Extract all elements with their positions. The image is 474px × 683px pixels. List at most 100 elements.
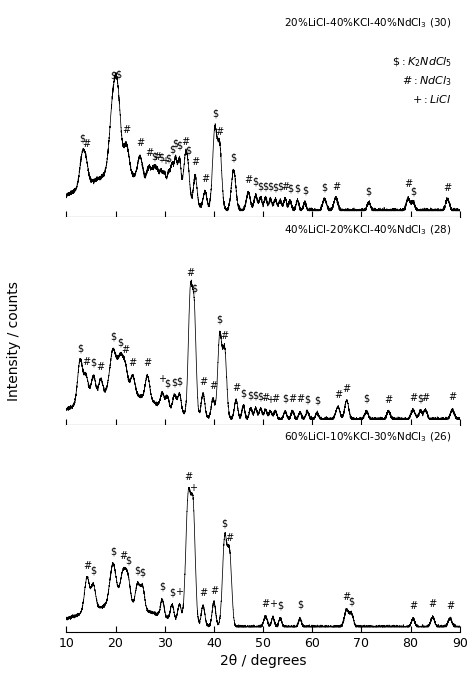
Text: #: # [409, 601, 417, 611]
Text: #: # [289, 394, 297, 404]
Text: $: $ [230, 153, 237, 163]
Text: #: # [343, 385, 351, 394]
Text: $: $ [217, 314, 223, 324]
Text: #: # [82, 139, 90, 149]
Text: $: $ [272, 183, 278, 193]
Text: #: # [182, 137, 190, 147]
Text: $: $ [77, 343, 83, 353]
Text: #: # [244, 175, 252, 185]
Text: $: $ [125, 555, 131, 566]
Text: #: # [199, 587, 207, 598]
Text: #: # [421, 393, 429, 402]
Text: #: # [443, 183, 452, 193]
Text: #: # [271, 394, 280, 404]
Text: $: $ [253, 176, 259, 186]
Text: $: $ [304, 395, 310, 404]
Text: $: $ [173, 139, 179, 148]
Text: $: $ [282, 393, 288, 404]
Text: $: $ [158, 152, 164, 163]
Text: #: # [262, 393, 270, 403]
Text: $: $ [410, 186, 416, 196]
Text: #: # [97, 362, 105, 372]
Text: +: + [175, 587, 183, 597]
Text: #: # [82, 357, 90, 367]
Text: $: $ [267, 182, 273, 191]
Text: #: # [226, 533, 234, 543]
Text: #: # [446, 601, 454, 611]
Text: #: # [384, 395, 392, 405]
Text: $: $ [115, 70, 121, 80]
Text: $: $ [257, 391, 264, 402]
Text: $: $ [169, 145, 175, 155]
Text: $: $ [172, 378, 178, 388]
Text: #: # [281, 182, 289, 193]
Text: #: # [209, 381, 217, 391]
Text: #: # [119, 551, 127, 561]
Text: #: # [191, 157, 199, 167]
Text: #: # [199, 377, 207, 387]
Text: $: $ [176, 377, 182, 387]
Text: $: $ [348, 596, 355, 607]
Text: +: + [158, 374, 166, 385]
Text: $: $ [79, 134, 85, 144]
Text: #: # [122, 125, 130, 135]
Text: $: $ [248, 391, 254, 401]
Text: #: # [136, 138, 144, 148]
Text: #: # [409, 393, 417, 404]
Text: $: $ [212, 108, 218, 118]
Text: $: $ [139, 568, 146, 578]
Text: $: $ [222, 519, 228, 529]
Text: $: $ [257, 182, 264, 191]
X-axis label: 2θ / degrees: 2θ / degrees [220, 654, 306, 668]
Text: $: $ [165, 154, 172, 164]
Text: #: # [296, 394, 304, 404]
Text: $: $ [314, 395, 320, 406]
Text: $: $ [297, 600, 303, 610]
Text: #: # [221, 331, 229, 341]
Text: $: $ [263, 182, 269, 192]
Text: $: $ [185, 145, 191, 155]
Text: #: # [428, 598, 437, 609]
Text: $: $ [366, 186, 372, 196]
Text: #: # [448, 391, 456, 402]
Text: $: $ [253, 391, 259, 401]
Text: $: $ [321, 182, 328, 193]
Text: #: # [262, 600, 270, 609]
Text: $\$: K_2NdCl_5$
$\#: NdCl_3$
$+: LiCl$: $\$: K_2NdCl_5$ $\#: NdCl_3$ $+: LiCl$ [392, 56, 452, 105]
Text: $: $ [151, 152, 157, 161]
Text: +: + [189, 483, 197, 493]
Text: $: $ [159, 582, 165, 592]
Text: #: # [210, 586, 218, 596]
Text: $: $ [110, 331, 116, 342]
Text: #: # [332, 182, 340, 192]
Text: $: $ [277, 600, 283, 610]
Text: Intensity / counts: Intensity / counts [7, 281, 21, 402]
Text: $: $ [110, 70, 116, 81]
Text: #: # [334, 389, 342, 400]
Text: $: $ [91, 566, 97, 575]
Text: $: $ [110, 547, 116, 557]
Text: #: # [201, 173, 209, 184]
Text: #: # [144, 358, 152, 368]
Text: $: $ [294, 184, 301, 194]
Text: #: # [145, 148, 153, 158]
Text: #: # [128, 358, 137, 368]
Text: +: + [161, 156, 169, 167]
Text: $: $ [135, 566, 141, 576]
Text: $: $ [176, 140, 182, 150]
Text: $: $ [287, 184, 293, 193]
Text: 20%LiCl-40%KCl-40%NdCl$_3$ (30): 20%LiCl-40%KCl-40%NdCl$_3$ (30) [284, 16, 452, 30]
Text: $: $ [277, 182, 283, 191]
Text: #: # [404, 179, 412, 189]
Text: $: $ [191, 283, 197, 293]
Text: 40%LiCl-20%KCl-40%NdCl$_3$ (28): 40%LiCl-20%KCl-40%NdCl$_3$ (28) [284, 223, 452, 237]
Text: #: # [232, 383, 240, 393]
Text: #: # [184, 472, 192, 482]
Text: $: $ [302, 185, 308, 195]
Text: +: + [269, 599, 277, 609]
Text: +: + [266, 395, 274, 404]
Text: #: # [186, 268, 194, 279]
Text: $: $ [363, 394, 369, 404]
Text: #: # [216, 127, 224, 137]
Text: $: $ [169, 587, 175, 598]
